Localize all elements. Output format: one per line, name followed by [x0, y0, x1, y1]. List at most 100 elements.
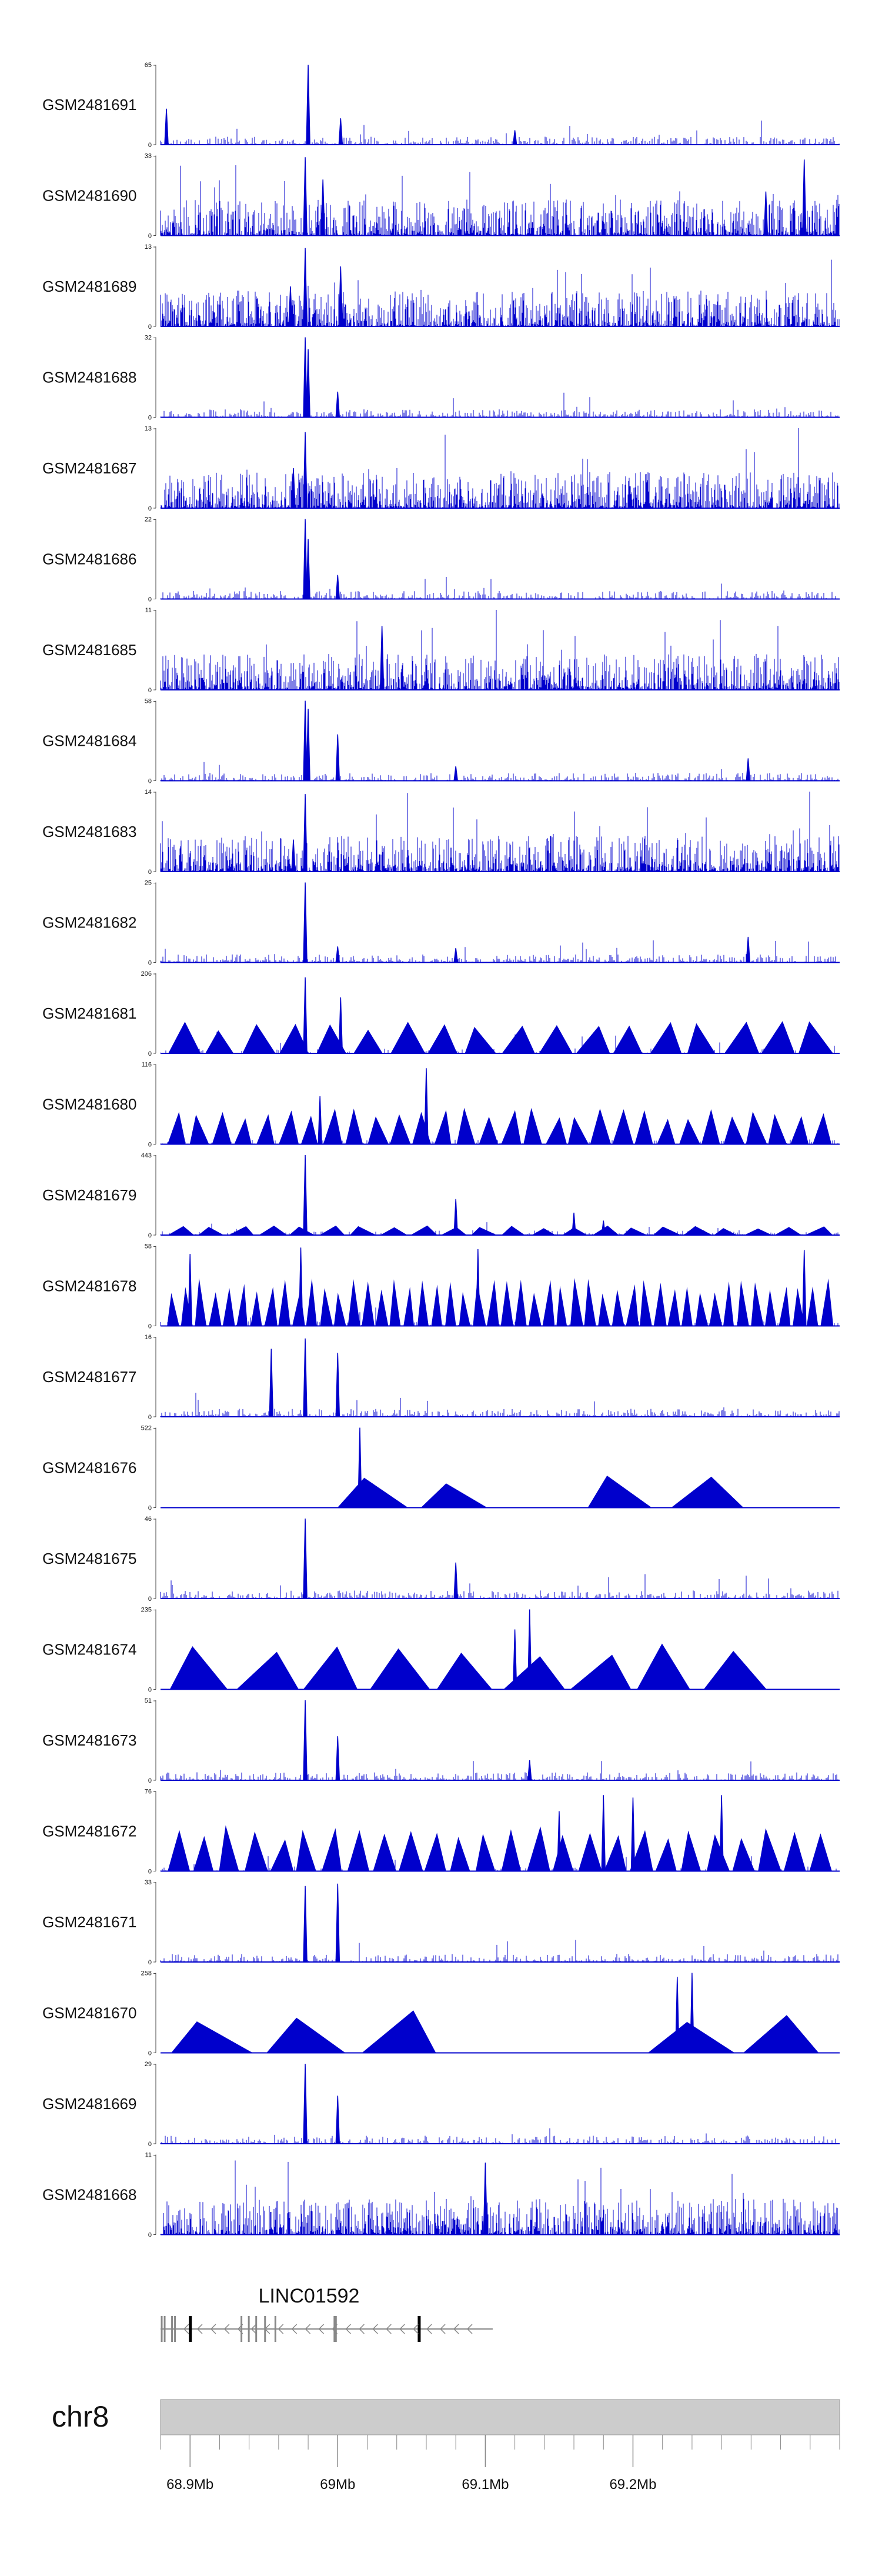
strand-arrow	[237, 2324, 243, 2334]
coverage-blocks	[167, 1107, 832, 1144]
y-zero-label: 0	[148, 960, 152, 967]
genome-axis: chr8 68.9Mb 69Mb 69.1Mb 69.2Mb	[52, 2399, 840, 2492]
peak-0	[379, 626, 385, 690]
y-max-label: 11	[145, 2152, 152, 2159]
track-GSM2481679: GSM2481679 443 0	[42, 1152, 840, 1239]
track-GSM2481675: GSM2481675 46 0	[42, 1516, 840, 1603]
peak-1	[335, 2095, 340, 2144]
peak-2	[719, 1795, 724, 1872]
peak-0	[303, 977, 308, 1054]
gene-exon	[417, 2316, 421, 2342]
coverage-signal	[160, 1139, 838, 1144]
y-max-label: 76	[145, 1788, 152, 1796]
y-zero-label: 0	[148, 1414, 152, 1421]
peak-3	[601, 1220, 606, 1236]
peak-0	[303, 882, 308, 963]
track-GSM2481676: GSM2481676 522 0	[42, 1425, 840, 1512]
y-zero-label: 0	[148, 323, 152, 331]
track-label: GSM2481669	[42, 2095, 136, 2113]
strand-arrow	[426, 2324, 432, 2334]
track-label: GSM2481671	[42, 1913, 136, 1931]
coverage-signal	[160, 165, 840, 236]
y-zero-label: 0	[148, 1142, 152, 1149]
y-max-label: 51	[145, 1697, 152, 1704]
peak-1	[453, 1562, 458, 1599]
coverage-blocks	[169, 1643, 767, 1690]
peak-2	[453, 947, 459, 963]
track-label: GSM2481683	[42, 823, 136, 840]
coverage-signal	[160, 2128, 840, 2144]
peak-1	[675, 1977, 680, 2054]
track-label: GSM2481676	[42, 1459, 136, 1477]
peak-2	[527, 1760, 532, 1781]
y-max-label: 32	[145, 335, 152, 342]
peak-1	[291, 839, 296, 872]
peak-1	[338, 266, 343, 327]
y-zero-label: 0	[148, 1505, 152, 1512]
track-label: GSM2481686	[42, 550, 136, 568]
axis-tick-label: 68.9Mb	[166, 2477, 213, 2492]
peak-2	[335, 734, 340, 782]
peak-0	[358, 1427, 362, 1509]
gene-exon	[240, 2316, 243, 2342]
peak-1	[306, 709, 310, 782]
strand-arrow	[399, 2324, 405, 2334]
y-max-label: 522	[141, 1425, 152, 1432]
peak-0	[303, 1700, 308, 1781]
strand-arrow	[210, 2324, 216, 2334]
peak-3	[188, 1254, 192, 1327]
strand-arrow	[223, 2324, 230, 2334]
track-GSM2481688: GSM2481688 32 0	[42, 335, 840, 422]
strand-arrow	[278, 2324, 284, 2334]
strand-arrow	[305, 2324, 311, 2334]
track-label: GSM2481691	[42, 96, 136, 114]
peak-1	[335, 946, 340, 963]
peak-4	[746, 758, 751, 782]
coverage-signal	[160, 1393, 840, 1417]
track-GSM2481672: GSM2481672 76 0	[42, 1788, 840, 1876]
y-max-label: 58	[145, 1243, 152, 1250]
peak-0	[303, 1886, 308, 1963]
track-label: GSM2481690	[42, 187, 136, 205]
coverage-signal	[160, 610, 840, 690]
peak-0	[303, 432, 308, 509]
peak-0	[527, 1609, 532, 1690]
y-zero-label: 0	[148, 505, 152, 512]
track-GSM2481682: GSM2481682 25 0	[42, 880, 840, 967]
track-GSM2481671: GSM2481671 33 0	[42, 1879, 840, 1966]
peak-3	[453, 766, 459, 782]
track-GSM2481673: GSM2481673 51 0	[42, 1697, 840, 1784]
track-label: GSM2481681	[42, 1005, 136, 1022]
axis-tick-label: 69.1Mb	[462, 2477, 509, 2492]
track-label: GSM2481674	[42, 1641, 136, 1659]
y-max-label: 29	[145, 2061, 152, 2068]
y-max-label: 22	[145, 516, 152, 523]
track-label: GSM2481677	[42, 1368, 136, 1386]
y-max-label: 33	[145, 153, 152, 160]
y-max-label: 258	[141, 1970, 152, 1977]
peak-1	[318, 1096, 322, 1145]
peak-2	[572, 1212, 576, 1236]
y-max-label: 235	[141, 1607, 152, 1614]
y-zero-label: 0	[148, 1777, 152, 1784]
coverage-signal	[160, 1574, 840, 1599]
y-zero-label: 0	[148, 1596, 152, 1603]
peak-1	[291, 468, 296, 509]
track-label: GSM2481684	[42, 732, 136, 750]
strand-arrow	[345, 2324, 351, 2334]
peak-1	[338, 118, 343, 145]
strand-arrow	[196, 2324, 203, 2334]
track-GSM2481678: GSM2481678 58 0	[42, 1243, 840, 1330]
peak-3	[320, 179, 325, 236]
peak-3	[557, 1811, 562, 1872]
coverage-signal	[160, 1307, 838, 1326]
gene-track: LINC01592	[161, 2285, 493, 2342]
track-GSM2481670: GSM2481670 258 0	[42, 1970, 840, 2057]
track-GSM2481685: GSM2481685 11 0	[42, 607, 840, 694]
coverage-signal	[160, 2160, 840, 2235]
y-max-label: 25	[145, 880, 152, 887]
y-zero-label: 0	[148, 1868, 152, 1876]
y-max-label: 65	[145, 62, 152, 69]
peak-0	[303, 794, 308, 872]
